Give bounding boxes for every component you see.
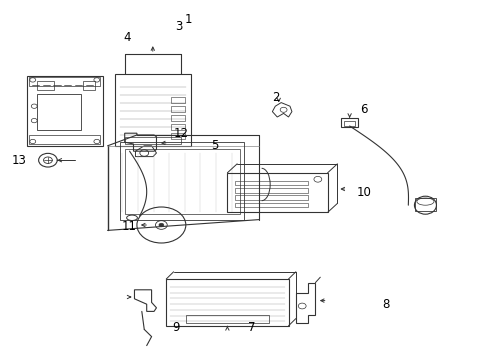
Bar bbox=[29, 135, 100, 144]
Bar bbox=[124, 137, 181, 144]
Text: 5: 5 bbox=[211, 139, 219, 152]
Text: 7: 7 bbox=[247, 321, 255, 334]
Text: 11: 11 bbox=[122, 220, 137, 233]
Bar bbox=[171, 133, 184, 139]
Bar bbox=[29, 77, 100, 86]
Bar bbox=[120, 142, 244, 220]
Bar bbox=[124, 149, 239, 214]
Bar bbox=[37, 81, 54, 90]
Bar bbox=[234, 195, 307, 200]
Bar bbox=[171, 106, 184, 112]
Text: 2: 2 bbox=[272, 91, 280, 104]
Text: 8: 8 bbox=[382, 298, 389, 311]
Text: 6: 6 bbox=[360, 103, 367, 116]
Text: 1: 1 bbox=[184, 13, 192, 26]
Text: 10: 10 bbox=[356, 186, 371, 199]
Bar bbox=[171, 115, 184, 121]
Bar bbox=[234, 188, 307, 193]
Bar bbox=[83, 81, 95, 90]
Bar bbox=[344, 121, 354, 126]
Bar bbox=[414, 198, 435, 211]
Bar bbox=[27, 76, 102, 146]
Bar bbox=[185, 315, 268, 323]
Text: 13: 13 bbox=[12, 154, 27, 167]
Circle shape bbox=[159, 223, 163, 227]
Bar bbox=[37, 94, 81, 130]
Bar bbox=[227, 173, 327, 212]
Text: 12: 12 bbox=[173, 127, 188, 140]
Bar bbox=[234, 203, 307, 207]
Text: 3: 3 bbox=[174, 21, 182, 33]
Bar bbox=[340, 118, 358, 127]
Text: 4: 4 bbox=[123, 31, 131, 44]
Text: 9: 9 bbox=[172, 321, 180, 334]
Bar bbox=[171, 124, 184, 130]
Bar bbox=[171, 97, 184, 103]
Bar bbox=[115, 74, 190, 146]
Bar bbox=[166, 279, 288, 326]
Bar bbox=[234, 181, 307, 185]
